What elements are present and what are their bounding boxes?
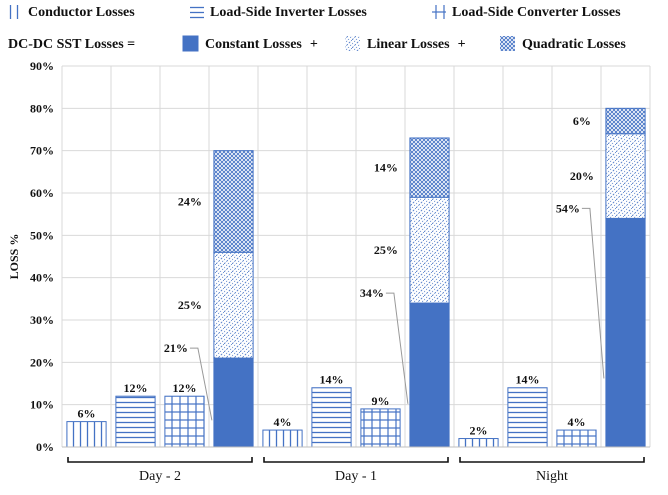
stacked-bar-linear (605, 133, 646, 219)
legend-plus: + (458, 37, 466, 52)
y-tick-label: 60% (30, 186, 54, 200)
y-tick-label: 30% (30, 313, 54, 327)
data-label: 6% (573, 114, 591, 128)
stacked-bar-constant (409, 302, 450, 448)
leader-line (385, 292, 409, 404)
group-label: Night (536, 469, 568, 484)
group-label: Day - 2 (139, 469, 181, 484)
legend-label-load_inverter: Load-Side Inverter Losses (210, 5, 367, 20)
bar-load_converter (360, 408, 401, 448)
y-tick-label: 50% (30, 228, 54, 242)
y-tick-label: 40% (30, 271, 54, 285)
group-bracket (67, 457, 253, 463)
bar-conductor (66, 421, 107, 448)
bar-load_inverter (311, 387, 352, 448)
group-bracket (263, 457, 449, 463)
legend-swatch-linear (345, 36, 360, 51)
legend-label-linear: Linear Losses (367, 37, 450, 52)
bar-load_inverter (115, 395, 156, 448)
data-label: 14% (374, 161, 398, 175)
legend-swatch-conductor (8, 5, 22, 19)
legend-label-load_converter: Load-Side Converter Losses (452, 5, 621, 20)
data-label: 14% (516, 373, 540, 387)
y-tick-label: 0% (36, 440, 54, 454)
group-label: Day - 1 (335, 469, 377, 484)
stacked-bar-quadratic (213, 150, 254, 253)
stacked-bar-linear (409, 196, 450, 304)
data-label: 24% (178, 194, 202, 208)
data-label: 9% (372, 394, 390, 408)
data-label: 2% (470, 424, 488, 438)
data-label: 4% (274, 415, 292, 429)
stacked-bar-linear (213, 251, 254, 359)
data-label: 25% (374, 243, 398, 257)
legend-swatch-load_inverter (190, 5, 204, 19)
bar-conductor (458, 438, 499, 448)
legend-plus: + (310, 37, 318, 52)
y-tick-label: 70% (30, 144, 54, 158)
data-label: 14% (320, 373, 344, 387)
legend-row2-prefix: DC-DC SST Losses = (8, 37, 135, 52)
leader-line (581, 207, 605, 379)
bar-load_inverter (507, 387, 548, 448)
y-axis-label: LOSS % (7, 234, 21, 280)
data-label: 4% (568, 415, 586, 429)
stacked-bar-constant (605, 217, 646, 448)
data-label: 21% (164, 341, 188, 355)
bar-load_converter (556, 429, 597, 448)
data-label: 6% (78, 407, 96, 421)
bar-load_converter (164, 395, 205, 448)
legend-swatch-constant (182, 35, 199, 52)
legend-swatch-quadratic (500, 36, 515, 51)
data-label: 54% (556, 201, 580, 215)
data-label: 25% (178, 298, 202, 312)
y-tick-label: 90% (30, 59, 54, 73)
legend-swatch-load_converter (432, 5, 446, 19)
y-tick-label: 10% (30, 398, 54, 412)
stacked-bar-quadratic (605, 107, 646, 135)
data-label: 20% (570, 169, 594, 183)
group-bracket (459, 457, 645, 463)
data-label: 34% (360, 286, 384, 300)
y-tick-label: 20% (30, 355, 54, 369)
legend-label-quadratic: Quadratic Losses (522, 37, 626, 52)
legend-label-conductor: Conductor Losses (28, 5, 135, 20)
legend-label-constant: Constant Losses (205, 37, 302, 52)
data-label: 12% (173, 381, 197, 395)
data-label: 12% (124, 381, 148, 395)
leader-line (189, 347, 213, 421)
stacked-bar-quadratic (409, 137, 450, 198)
y-tick-label: 80% (30, 101, 54, 115)
stacked-bar-constant (213, 357, 254, 448)
bar-conductor (262, 429, 303, 448)
